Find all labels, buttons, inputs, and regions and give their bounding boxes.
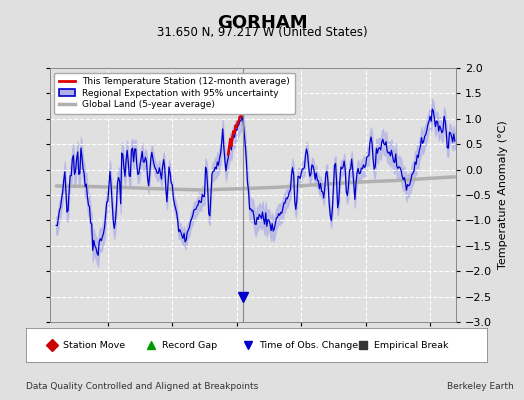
Text: Time of Obs. Change: Time of Obs. Change <box>259 340 358 350</box>
Text: 31.650 N, 97.217 W (United States): 31.650 N, 97.217 W (United States) <box>157 26 367 39</box>
Text: Data Quality Controlled and Aligned at Breakpoints: Data Quality Controlled and Aligned at B… <box>26 382 258 391</box>
Text: Record Gap: Record Gap <box>162 340 217 350</box>
Text: Empirical Break: Empirical Break <box>374 340 449 350</box>
Legend: This Temperature Station (12-month average), Regional Expectation with 95% uncer: This Temperature Station (12-month avera… <box>54 72 294 114</box>
Text: GORHAM: GORHAM <box>217 14 307 32</box>
Y-axis label: Temperature Anomaly (°C): Temperature Anomaly (°C) <box>498 121 508 269</box>
Text: Station Move: Station Move <box>63 340 125 350</box>
Text: Berkeley Earth: Berkeley Earth <box>447 382 514 391</box>
